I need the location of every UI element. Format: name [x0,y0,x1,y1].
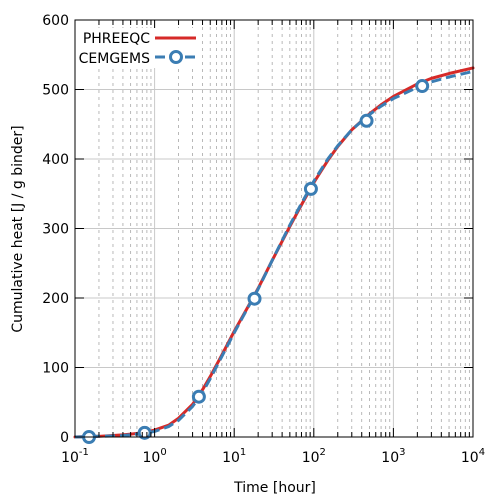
y-tick-label: 100 [42,361,69,377]
legend: PHREEQC CEMGEMS [77,28,196,68]
series-line-phreeqc [73,66,475,439]
x-tick-label: 10-1 [61,447,89,466]
x-tick-base: 10 [61,450,79,466]
y-tick-label: 300 [42,222,69,238]
y-tick-label: 600 [42,13,69,29]
x-tick-label: 103 [381,447,405,466]
data-point-cemgems [415,79,430,94]
x-tick-label: 101 [222,447,246,466]
x-tick-label: 104 [461,447,485,466]
legend-label-cemgems: CEMGEMS [79,51,150,67]
x-tick-base: 10 [461,450,479,466]
x-tick-base: 10 [381,450,399,466]
x-tick-label: 100 [142,447,166,466]
x-tick-base: 10 [142,450,160,466]
x-tick-exponent: 2 [320,447,326,458]
x-tick-base: 10 [302,450,320,466]
x-tick-exponent: 4 [479,447,485,458]
series-layer [73,66,475,444]
y-tick-label: 0 [60,430,69,446]
data-point-cemgems [303,181,318,196]
data-point-cemgems [247,291,262,306]
x-tick-exponent: 3 [399,447,405,458]
x-axis-title: Time [hour] [233,480,316,496]
data-point-cemgems [359,113,374,128]
y-tick-labels: 0 100 200 300 400 500 600 [42,13,69,446]
x-tick-labels: 10-1 100 101 102 103 104 [61,447,485,466]
data-point-cemgems [191,389,206,404]
x-tick-exponent: 0 [160,447,166,458]
x-tick-base: 10 [222,450,240,466]
series-line-cemgems [74,69,474,439]
x-tick-exponent: 1 [240,447,246,458]
x-tick-exponent: -1 [79,447,89,458]
grid-lines [75,20,473,437]
x-tick-label: 102 [302,447,326,466]
y-tick-label: 500 [42,83,69,99]
axis-ticks [74,19,474,438]
y-axis-title: Cumulative heat [J / g binder] [10,125,26,332]
y-tick-label: 200 [42,291,69,307]
legend-marker-cemgems [169,50,183,64]
legend-label-phreeqc: PHREEQC [83,31,150,47]
y-tick-label: 400 [42,152,69,168]
